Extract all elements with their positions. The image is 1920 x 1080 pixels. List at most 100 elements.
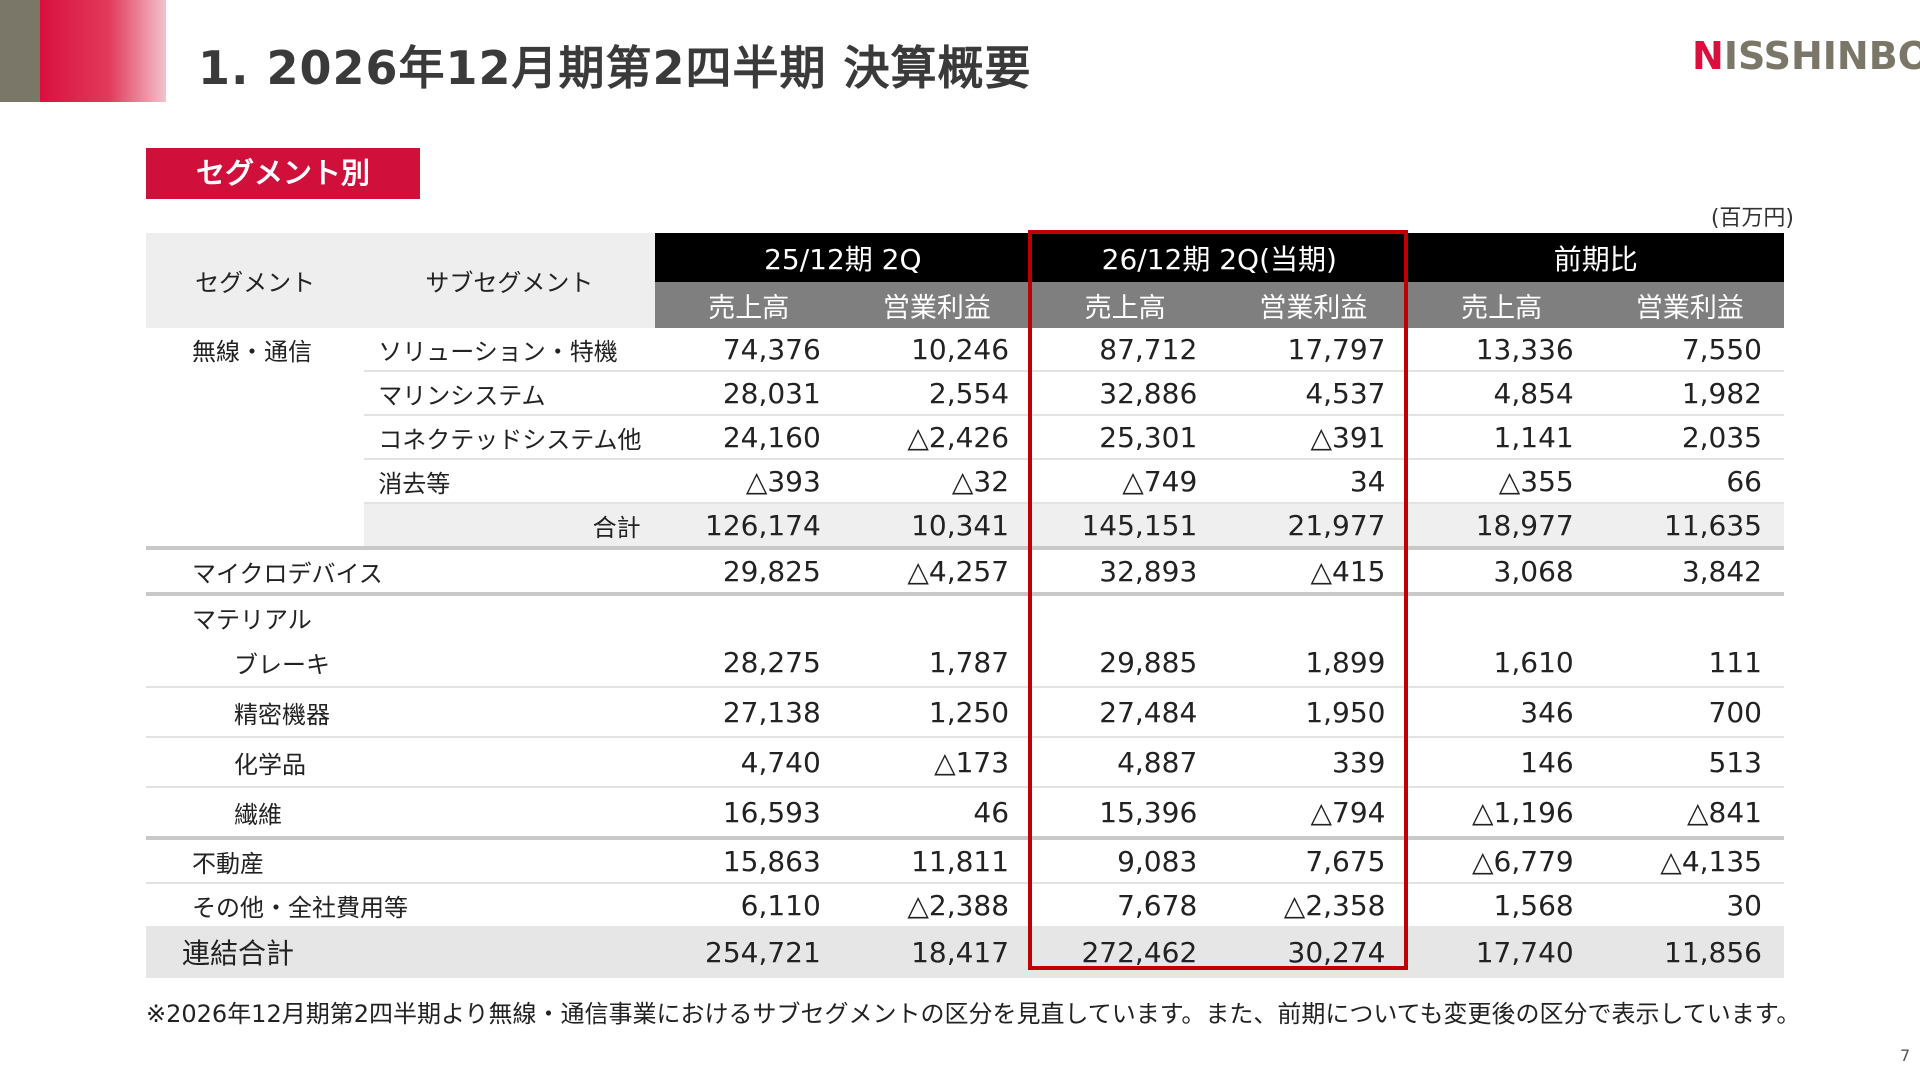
header-period-prev: 25/12期 2Q [654, 233, 1032, 282]
value-cell: 18,977 [1407, 503, 1596, 550]
value-cell: △4,257 [842, 548, 1032, 596]
value-cell: 17,740 [1407, 926, 1596, 978]
value-cell: 46 [842, 787, 1032, 840]
value-cell: 28,031 [654, 371, 843, 416]
value-cell: 28,275 [654, 638, 843, 688]
value-cell: 700 [1595, 687, 1784, 738]
table-row: マイクロデバイス 29,825 △4,257 32,893 △415 3,068… [146, 548, 1784, 596]
table-row: 不動産 15,863 11,811 9,083 7,675 △6,779 △4,… [146, 838, 1784, 884]
table-row: 消去等 △393 △32 △749 34 △355 66 [146, 459, 1784, 504]
table-row: 化学品 4,740 △173 4,887 339 146 513 [146, 737, 1784, 788]
value-cell: 24,160 [654, 415, 843, 460]
value-cell: 4,537 [1219, 371, 1408, 416]
value-cell [1031, 594, 1219, 638]
value-cell: △1,196 [1407, 787, 1596, 840]
value-cell: 27,138 [654, 687, 843, 738]
header-sales: 売上高 [654, 282, 843, 328]
value-cell: △393 [654, 459, 843, 504]
segment-name [146, 371, 364, 415]
value-cell: 2,554 [842, 371, 1032, 416]
header-accent-red [40, 0, 166, 102]
value-cell: 11,635 [1595, 503, 1784, 550]
value-cell: △2,426 [842, 415, 1032, 460]
header-subsegment: サブセグメント [364, 233, 655, 328]
value-cell: 7,678 [1117, 888, 1198, 922]
value-cell: 30 [1726, 888, 1762, 922]
segment-name: 精密機器 [146, 687, 655, 738]
header-sales: 売上高 [1407, 282, 1596, 328]
segment-name [146, 459, 364, 503]
value-cell: 513 [1595, 737, 1784, 788]
value-cell: △2,388 [907, 888, 1010, 922]
table-row: 繊維 16,593 46 15,396 △794 △1,196 △841 [146, 787, 1784, 840]
value-cell: △841 [1595, 787, 1784, 840]
header-sales: 売上高 [1031, 282, 1220, 328]
subtotal-row: 合計 126,174 10,341 145,151 21,977 18,977 … [146, 503, 1784, 550]
value-cell: 4,887 [1031, 737, 1220, 788]
header-segment: セグメント [146, 233, 365, 328]
value-cell [1408, 594, 1596, 638]
value-cell: 74,376 [654, 328, 843, 372]
segment-name: 無線・通信 [192, 338, 312, 366]
value-cell: 13,336 [1407, 328, 1596, 372]
table-row: コネクテッドシステム他 24,160 △2,426 25,301 △391 1,… [146, 415, 1784, 460]
page-title: 1. 2026年12月期第2四半期 決算概要 [198, 41, 1032, 95]
value-cell: 4,740 [654, 737, 843, 788]
value-cell: 15,863 [654, 838, 843, 884]
nisshinbo-logo: NISSHINBO [1692, 34, 1920, 78]
value-cell: △4,135 [1595, 838, 1784, 884]
logo-letters: ISSHINBO [1723, 34, 1920, 78]
value-cell [1219, 594, 1407, 638]
value-cell: 7,550 [1595, 328, 1784, 372]
value-cell: △415 [1219, 548, 1408, 596]
value-cell: △749 [1031, 459, 1220, 504]
value-cell: 66 [1595, 459, 1784, 504]
value-cell [1596, 594, 1784, 638]
value-cell: △794 [1219, 787, 1408, 840]
grand-total-label: 連結合計 [146, 926, 655, 978]
value-cell: 87,712 [1031, 328, 1220, 372]
value-cell: 111 [1595, 638, 1784, 688]
value-cell: 30,274 [1219, 926, 1408, 978]
value-cell: 9,083 [1031, 838, 1220, 884]
table-row: マリンシステム 28,031 2,554 32,886 4,537 4,854 … [146, 371, 1784, 416]
segment-table: セグメント サブセグメント 25/12期 2Q 26/12期 2Q(当期) 前期… [146, 233, 1784, 978]
header-period-diff: 前期比 [1407, 233, 1784, 282]
value-cell: 1,250 [842, 687, 1032, 738]
value-cell: 2,035 [1595, 415, 1784, 460]
value-cell: 29,885 [1031, 638, 1220, 688]
value-cell: 7,675 [1219, 838, 1408, 884]
value-cell: △6,779 [1407, 838, 1596, 884]
value-cell: 1,610 [1407, 638, 1596, 688]
table-row: 無線・通信 ソリューション・特機 74,376 10,246 87,712 17… [146, 328, 1784, 372]
value-cell: △2,358 [1283, 888, 1386, 922]
value-cell [843, 594, 1031, 638]
page-number: 7 [1900, 1046, 1911, 1065]
value-cell: 15,396 [1031, 787, 1220, 840]
value-cell: 145,151 [1031, 503, 1220, 550]
value-cell: 4,854 [1407, 371, 1596, 416]
value-cell: 1,899 [1219, 638, 1408, 688]
header-accent-gray [0, 0, 40, 102]
value-cell: 272,462 [1031, 926, 1220, 978]
value-cell: 16,593 [654, 787, 843, 840]
segment-name: 化学品 [146, 737, 655, 788]
value-cell: △391 [1219, 415, 1408, 460]
subsegment-name: ソリューション・特機 [364, 328, 655, 372]
value-cell: 1,982 [1595, 371, 1784, 416]
value-cell: 17,797 [1219, 328, 1408, 372]
subsegment-name: コネクテッドシステム他 [364, 415, 655, 460]
table-row: その他・全社費用等 6,110 △2,388 7,678 △2,358 1,56… [146, 883, 1784, 926]
segment-name: 不動産 [146, 838, 655, 884]
value-cell: 3,068 [1407, 548, 1596, 596]
segment-name [146, 503, 365, 550]
header-op-profit: 営業利益 [1219, 282, 1408, 328]
value-cell: 25,301 [1031, 415, 1220, 460]
value-cell: 34 [1219, 459, 1408, 504]
header-period-curr: 26/12期 2Q(当期) [1031, 233, 1408, 282]
value-cell: 1,141 [1407, 415, 1596, 460]
value-cell: 11,856 [1595, 926, 1784, 978]
value-cell: 3,842 [1595, 548, 1784, 596]
value-cell: 346 [1407, 687, 1596, 738]
value-cell: 339 [1219, 737, 1408, 788]
